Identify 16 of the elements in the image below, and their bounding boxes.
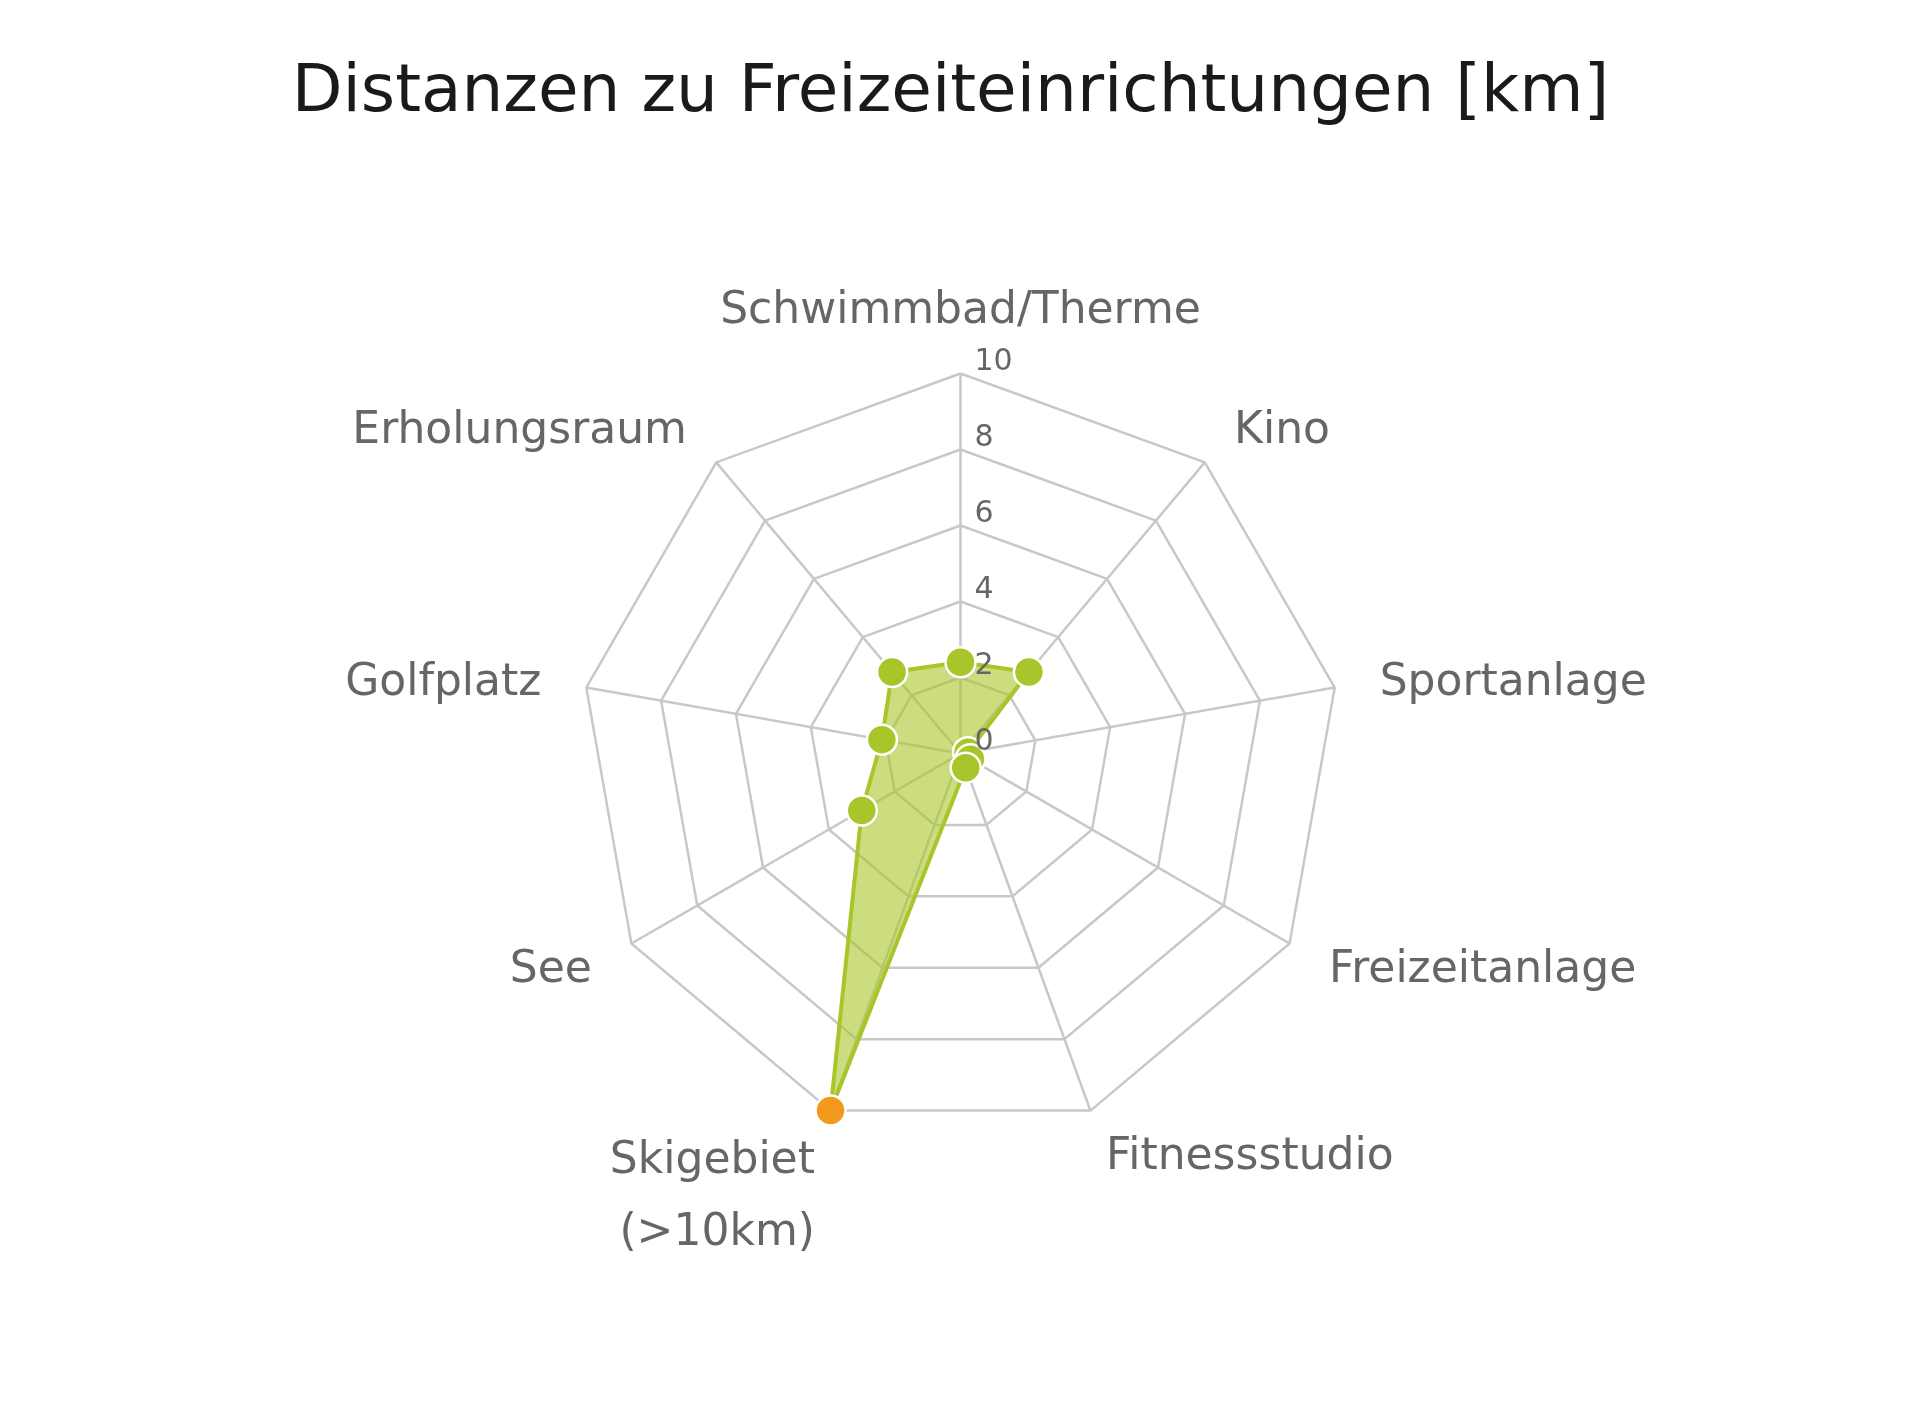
spoke-label: Skigebiet (>10km) <box>609 1132 815 1255</box>
spoke-label: Fitnessstudio <box>1106 1127 1394 1179</box>
spoke-label: Freizeitanlage <box>1329 940 1637 992</box>
y-tick-label: 6 <box>974 493 994 529</box>
chart-title: Distanzen zu Freizeiteinrichtungen [km] <box>291 50 1610 127</box>
spoke-label: See <box>509 940 592 992</box>
spoke-label: Schwimmbad/Therme <box>720 282 1201 334</box>
spoke-label: Golfplatz <box>345 654 542 706</box>
y-tick-label: 4 <box>974 569 994 605</box>
y-tick-label: 10 <box>974 341 1013 377</box>
spoke-label: Kino <box>1234 401 1330 453</box>
y-tick-label: 8 <box>974 417 994 453</box>
y-tick-label: 0 <box>974 721 994 757</box>
y-tick-label: 2 <box>974 645 994 681</box>
spoke-label: Sportanlage <box>1379 654 1647 706</box>
spoke-label: Erholungsraum <box>352 401 687 453</box>
